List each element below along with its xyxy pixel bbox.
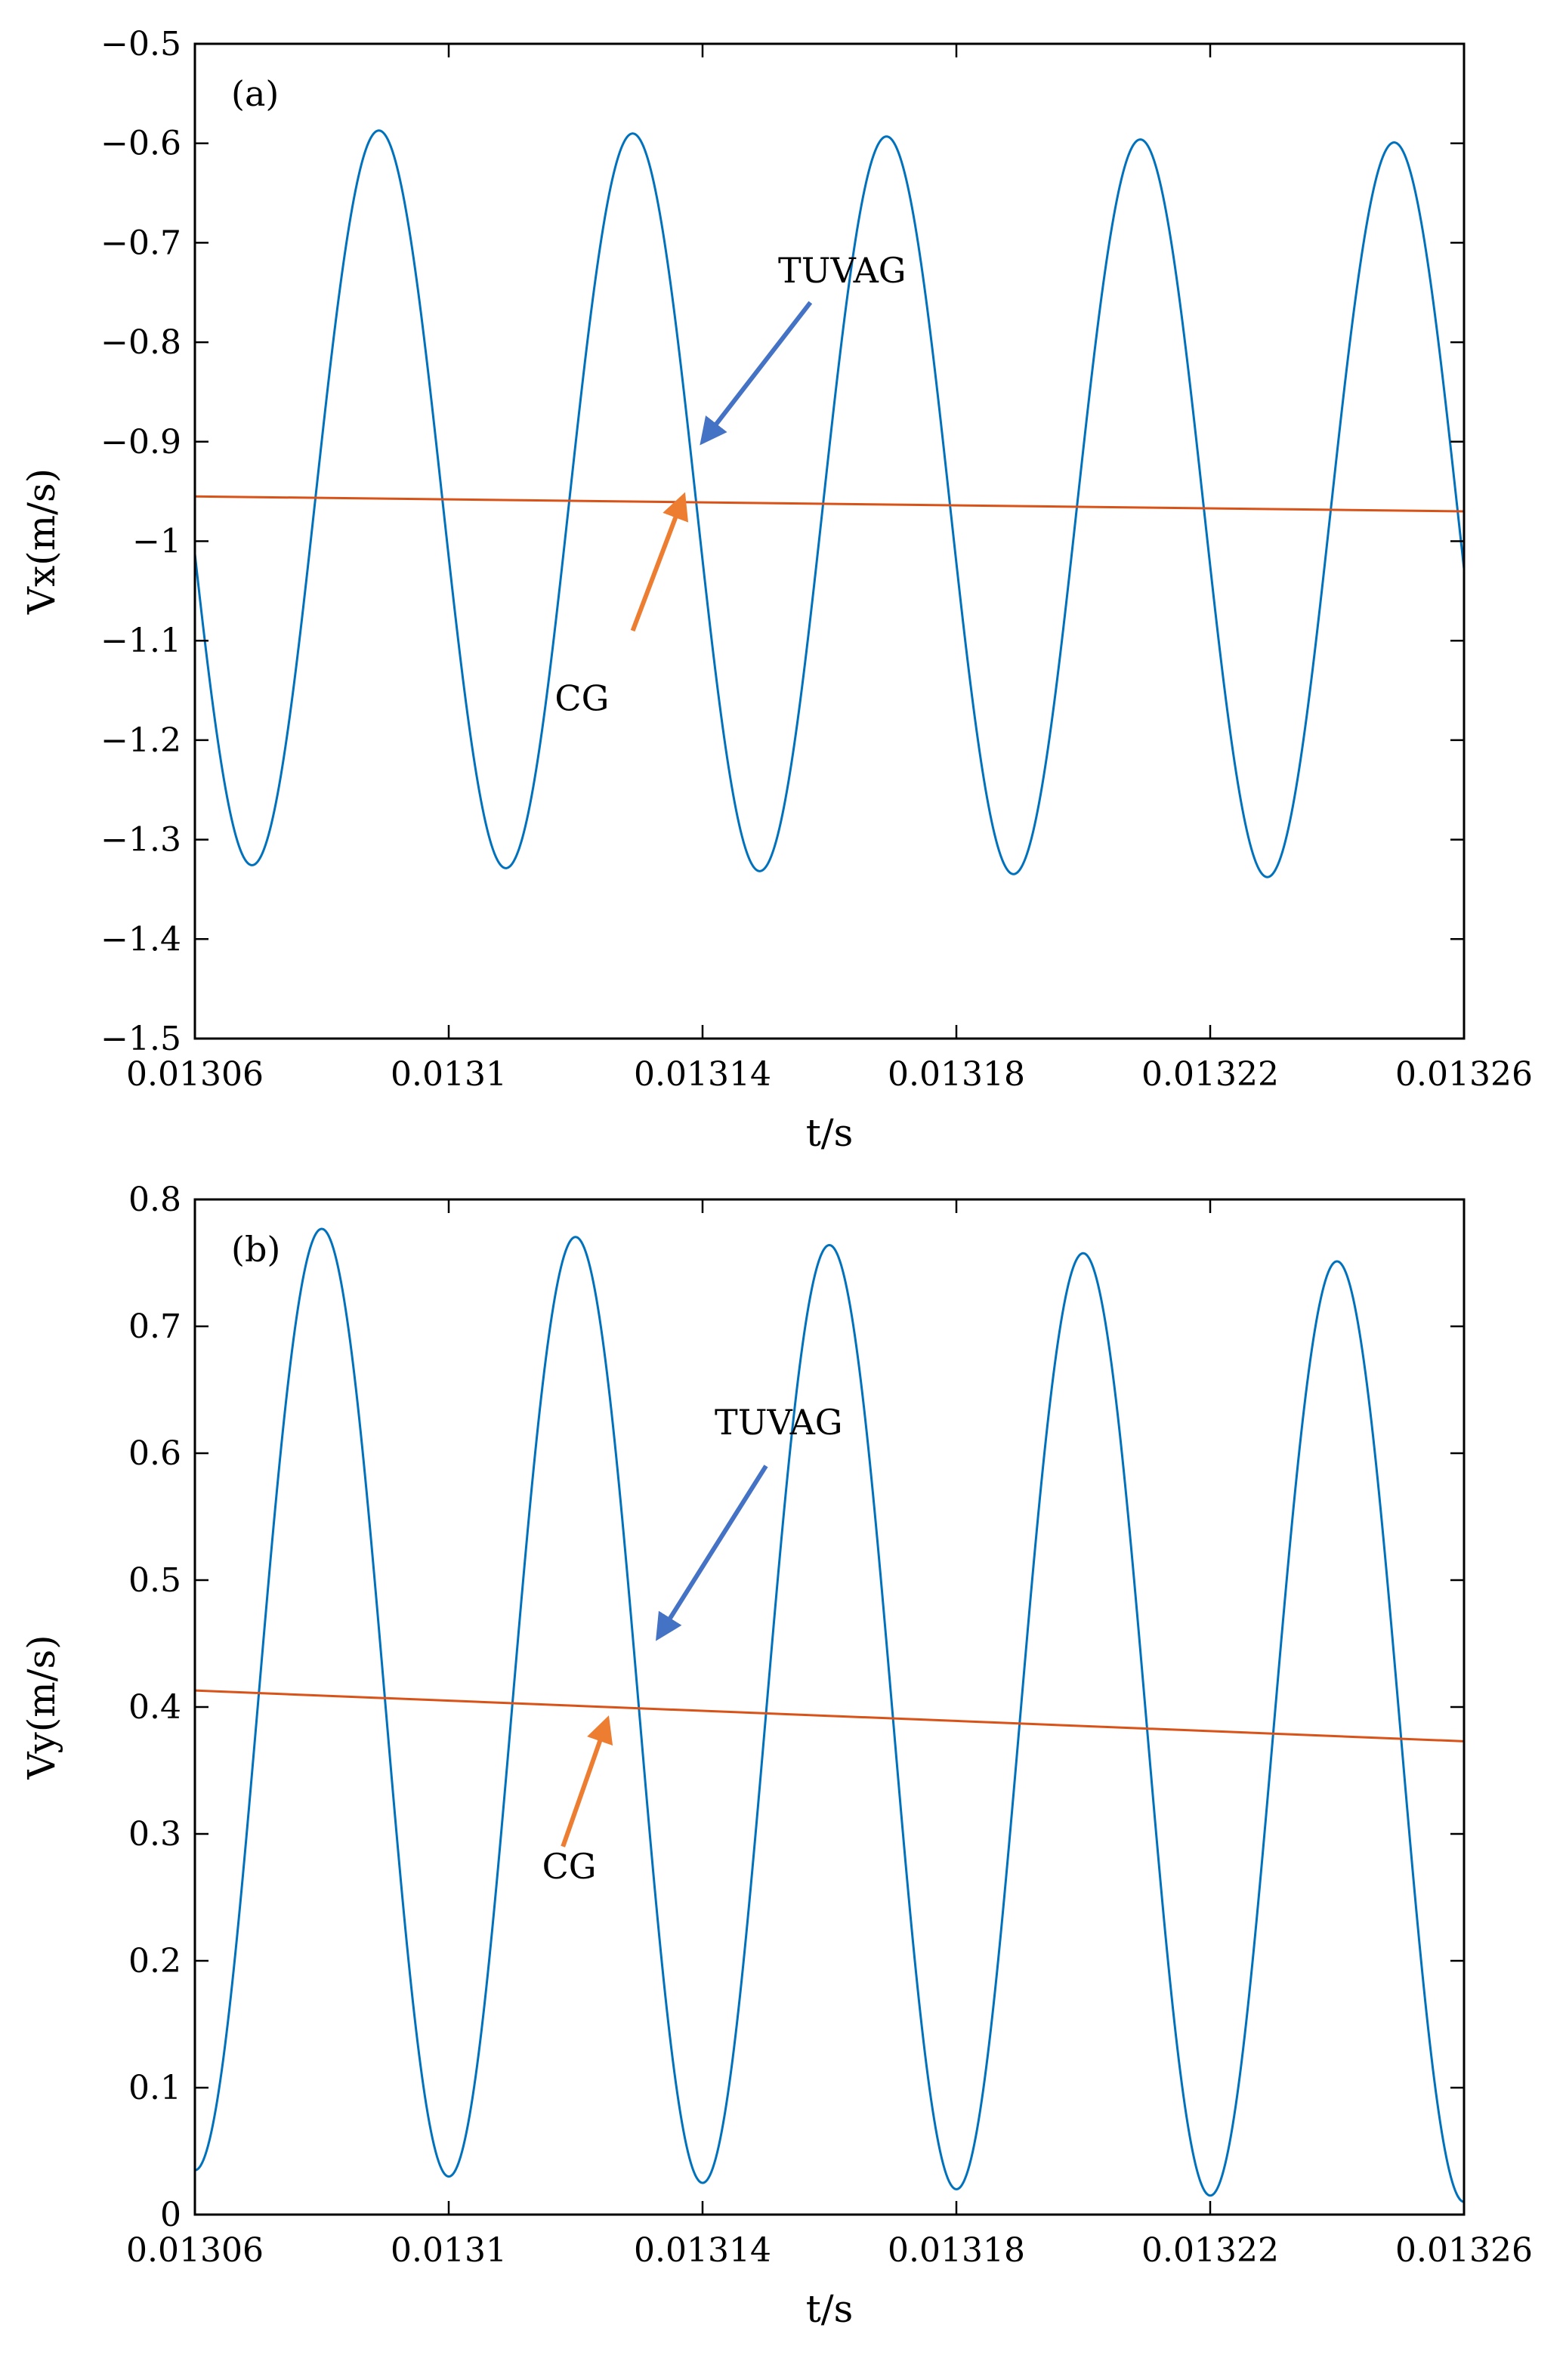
y-tick-label: −1.5 (100, 1020, 181, 1058)
y-tick-label: 0.1 (128, 2069, 181, 2107)
panel-b-vy: 0.01306 0.0131 0.01314 0.01318 0.01322 0.0132… (20, 1181, 1533, 2331)
x-axis-label: t/s (806, 1111, 854, 1155)
x-axis-label: t/s (806, 2287, 854, 2331)
axes-frame (193, 42, 1466, 1040)
y-tick-label: 0.6 (128, 1434, 181, 1473)
x-tick-label: 0.01322 (1141, 1055, 1279, 1094)
y-axis-label: Vy(m/s) (20, 1635, 63, 1780)
y-tick-label: −1.3 (100, 821, 181, 860)
y-tick-label: 0.5 (128, 1561, 181, 1600)
y-tick-label: 0.8 (128, 1181, 181, 1219)
annotation-label-tuvag: TUVAG (715, 1402, 843, 1443)
panel-label: (a) (231, 73, 279, 114)
y-tick-label: −0.5 (100, 25, 181, 63)
y-tick-label: −0.8 (100, 323, 181, 362)
annotation-arrow-tuvag (700, 301, 813, 446)
y-tick-label: −0.7 (100, 224, 181, 262)
annotation-arrow-cg (630, 492, 689, 632)
x-tick-label: 0.01318 (888, 2231, 1025, 2270)
x-tick-label: 0.01306 (126, 1055, 264, 1094)
y-tick-label: −0.6 (100, 125, 181, 163)
y-tick-label: 0.4 (128, 1688, 181, 1727)
y-tick-label: 0.3 (128, 1815, 181, 1854)
series-cg-line (195, 1689, 1464, 1743)
y-tick-label: 0 (160, 2196, 181, 2234)
x-tick-label: 0.01306 (126, 2231, 264, 2270)
y-tick-label: −0.9 (100, 423, 181, 461)
annotation-arrow-cg (561, 1715, 613, 1848)
x-tick-label: 0.01314 (634, 1055, 771, 1094)
x-tick-label: 0.01326 (1395, 1055, 1533, 1094)
y-axis-label: Vx(m/s) (20, 468, 63, 615)
annotation-label-tuvag: TUVAG (778, 250, 907, 291)
y-tick-label: −1.4 (100, 920, 181, 958)
panel-label: (b) (231, 1229, 280, 1270)
series-tuvag-line (195, 1227, 1464, 2203)
x-tick-label: 0.01322 (1141, 2231, 1279, 2270)
x-tick-label: 0.0131 (391, 1055, 507, 1094)
x-tick-label: 0.01314 (634, 2231, 771, 2270)
x-tick-label: 0.0131 (391, 2231, 507, 2270)
x-tick-label: 0.01318 (888, 1055, 1025, 1094)
y-tick-label: −1.2 (100, 721, 181, 760)
annotation-label-cg: CG (554, 678, 609, 718)
annotation-label-cg: CG (542, 1846, 597, 1887)
y-tick-label: −1.1 (100, 622, 181, 660)
annotation-arrow-tuvag (656, 1465, 768, 1641)
axes-frame (193, 1198, 1466, 2216)
panel-a-vx: 0.01306 0.0131 0.01314 0.01318 0.01322 0.0132… (20, 25, 1533, 1155)
y-tick-label: 0.7 (128, 1307, 181, 1346)
y-tick-label: −1 (132, 523, 181, 561)
series-cg-line (195, 495, 1464, 513)
x-tick-label: 0.01326 (1395, 2231, 1533, 2270)
series-tuvag-line (195, 129, 1464, 878)
y-tick-label: 0.2 (128, 1942, 181, 1980)
